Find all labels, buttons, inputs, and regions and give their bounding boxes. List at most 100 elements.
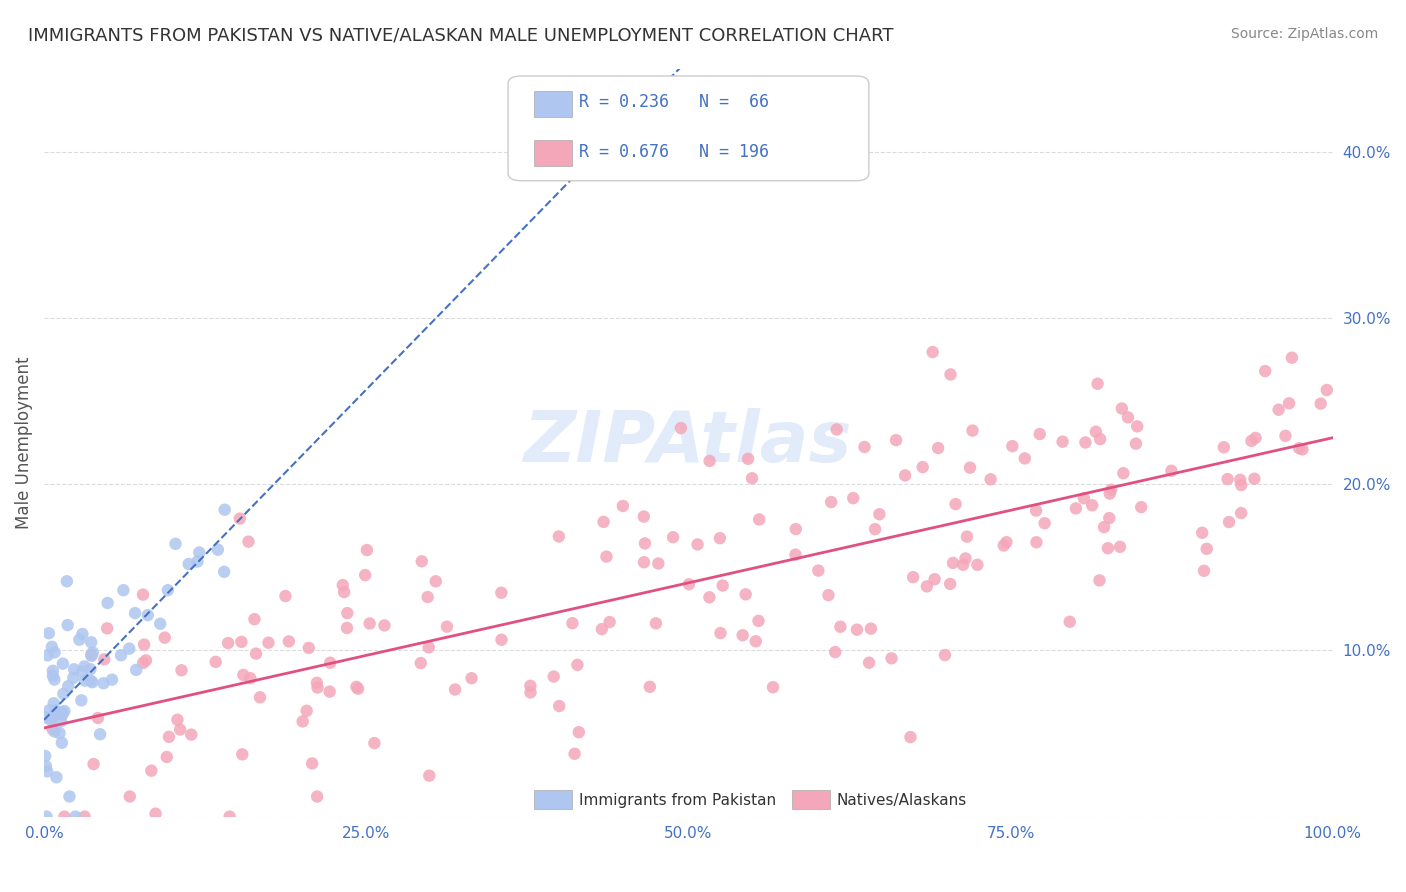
Point xyxy=(145,806,167,821)
Point xyxy=(460,671,482,685)
Point xyxy=(42,664,65,678)
Point xyxy=(44,724,66,739)
Text: R = 0.236   N =  66: R = 0.236 N = 66 xyxy=(579,93,769,112)
Point xyxy=(239,671,262,685)
Point xyxy=(110,648,132,663)
Point xyxy=(70,693,93,707)
Point xyxy=(880,651,903,665)
Point xyxy=(97,596,120,610)
Point xyxy=(177,557,200,571)
Point xyxy=(1059,615,1081,629)
Point xyxy=(638,680,661,694)
Point xyxy=(807,564,830,578)
Point xyxy=(942,556,965,570)
Point xyxy=(35,759,58,773)
Text: Natives/Alaskans: Natives/Alaskans xyxy=(837,793,967,807)
Point xyxy=(859,622,882,636)
Point xyxy=(945,497,967,511)
Point xyxy=(662,530,685,544)
Point xyxy=(231,635,253,649)
Point xyxy=(1160,464,1182,478)
Point xyxy=(232,668,254,682)
Point xyxy=(416,590,439,604)
Point xyxy=(915,579,938,593)
Point xyxy=(67,632,90,647)
Point xyxy=(956,530,979,544)
Point xyxy=(966,558,988,572)
Point xyxy=(1195,541,1218,556)
Point xyxy=(277,634,299,648)
Point xyxy=(645,616,668,631)
Point xyxy=(952,558,974,572)
Point xyxy=(132,588,155,602)
Point xyxy=(561,616,583,631)
Point xyxy=(96,621,118,635)
Point xyxy=(1288,442,1310,456)
Point xyxy=(354,568,377,582)
Point xyxy=(307,789,329,804)
Point xyxy=(170,663,193,677)
Point xyxy=(80,648,103,663)
Point xyxy=(731,628,754,642)
Point xyxy=(634,536,657,550)
Point xyxy=(962,424,984,438)
Point xyxy=(125,663,148,677)
Point xyxy=(1309,396,1331,410)
Point xyxy=(817,588,839,602)
Point xyxy=(741,471,763,485)
Point xyxy=(132,656,155,670)
Point xyxy=(959,460,981,475)
Point xyxy=(298,640,321,655)
Point xyxy=(249,690,271,705)
Point xyxy=(149,616,172,631)
Point xyxy=(853,440,876,454)
Point xyxy=(48,726,70,740)
Point xyxy=(444,682,467,697)
Point xyxy=(58,789,80,804)
Point xyxy=(356,543,378,558)
Point xyxy=(80,635,103,649)
Point xyxy=(1191,525,1213,540)
Point xyxy=(42,696,65,710)
Point xyxy=(669,421,692,435)
Point xyxy=(359,616,381,631)
Point xyxy=(157,730,180,744)
Point xyxy=(1084,425,1107,439)
Point xyxy=(858,656,880,670)
Point xyxy=(1001,439,1024,453)
Point xyxy=(135,653,157,667)
Point xyxy=(56,618,79,632)
Point xyxy=(436,620,458,634)
Bar xyxy=(792,790,830,809)
Point xyxy=(333,585,356,599)
Point xyxy=(1230,506,1253,520)
Point xyxy=(1097,541,1119,556)
Point xyxy=(56,574,79,589)
Point xyxy=(980,472,1002,486)
Point xyxy=(45,770,67,784)
Point xyxy=(73,809,96,823)
Point xyxy=(939,577,962,591)
Point xyxy=(1109,540,1132,554)
Point xyxy=(1099,483,1122,497)
Point xyxy=(1014,451,1036,466)
Point xyxy=(418,769,440,783)
Point xyxy=(1025,503,1047,517)
Text: ZIPAtlas: ZIPAtlas xyxy=(524,408,852,477)
Point xyxy=(214,502,236,516)
Point xyxy=(52,657,75,671)
Point xyxy=(180,728,202,742)
Point xyxy=(747,614,769,628)
Point xyxy=(79,662,101,676)
Point xyxy=(245,647,267,661)
Point xyxy=(1125,436,1147,450)
Point xyxy=(1092,520,1115,534)
Point xyxy=(38,703,60,717)
Point xyxy=(73,673,96,688)
Point xyxy=(633,509,655,524)
Point xyxy=(44,703,66,717)
Point xyxy=(1130,500,1153,515)
Point xyxy=(863,522,886,536)
Point xyxy=(363,736,385,750)
Text: R = 0.676   N = 196: R = 0.676 N = 196 xyxy=(579,144,769,161)
